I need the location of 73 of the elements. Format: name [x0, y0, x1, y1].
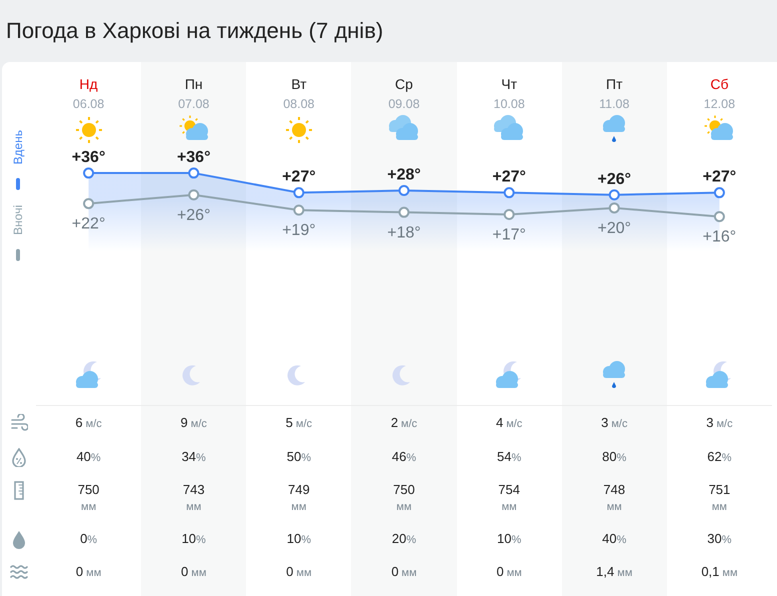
data-label: +19° [282, 222, 316, 240]
text: 40% [602, 531, 626, 546]
data-label: +28° [387, 166, 421, 184]
text: 0 мм [391, 564, 417, 579]
data-label: +36° [176, 149, 210, 166]
text: 50% [286, 449, 311, 464]
data-label: +26° [176, 206, 210, 224]
text: Вночі [11, 205, 25, 235]
data-label: +36° [72, 149, 106, 166]
text: 5 м/с [286, 415, 312, 430]
point [293, 187, 304, 198]
data-label: +18° [387, 224, 421, 242]
point [504, 208, 515, 220]
point [714, 211, 725, 222]
data-label: +27° [702, 168, 736, 186]
data-label: +16° [702, 228, 736, 246]
text: 0 мм [286, 564, 312, 579]
data-label: +17° [492, 226, 526, 244]
point [398, 184, 410, 196]
x-tick-label: Ср 09.08 [388, 76, 420, 111]
data-label: +26° [598, 170, 632, 188]
data-label: +27° [282, 168, 316, 186]
text: 1,4 мм [596, 564, 632, 579]
text: 0,1 мм [701, 564, 738, 579]
text: 62% [707, 449, 732, 464]
x-tick-label: Сб 12.08 [704, 76, 736, 111]
point [83, 198, 94, 210]
text: 0% [80, 531, 98, 546]
point [188, 168, 200, 179]
data-label: +27° [492, 168, 526, 186]
text: 34% [182, 449, 206, 464]
text: 20% [392, 531, 416, 546]
text: 4 м/с [496, 415, 522, 430]
x-tick-label: Пт 11.08 [599, 76, 630, 111]
text: Вдень [11, 130, 25, 164]
point [504, 187, 515, 198]
text: 743 мм [182, 482, 206, 515]
text: 750 мм [76, 482, 100, 515]
x-tick-label: Чт 10.08 [494, 76, 525, 111]
text: 30% [707, 531, 732, 546]
text: 754 мм [497, 482, 521, 515]
point [608, 202, 620, 214]
text: 3 м/с [601, 415, 628, 430]
text: 3 м/с [706, 415, 733, 430]
text: 0 мм [181, 564, 206, 579]
text: 748 мм [602, 482, 626, 515]
point [293, 204, 304, 216]
x-tick-label: Вт 08.08 [283, 76, 315, 111]
data-label: +22° [72, 216, 106, 233]
text: 10% [182, 531, 206, 546]
text: 0 мм [76, 564, 102, 579]
point [188, 189, 200, 200]
text: 10% [497, 531, 522, 546]
text: 0 мм [496, 564, 522, 579]
x-tick-label: Пн 07.08 [178, 76, 210, 111]
text: 80% [602, 449, 626, 464]
text: 6 м/с [75, 415, 102, 430]
text: 2 м/с [390, 415, 418, 430]
text: 750 мм [392, 482, 416, 515]
chart-title: Погода в Харкові на тиждень (7 днів) [6, 18, 384, 44]
text: 751 мм [708, 482, 732, 515]
text: 40% [76, 449, 101, 464]
text: 9 м/с [180, 415, 207, 430]
x-tick-label: Нд 06.08 [72, 76, 104, 111]
text: 10% [286, 531, 311, 546]
point [714, 187, 725, 198]
text: 54% [497, 449, 522, 464]
point [83, 168, 94, 179]
text: 46% [392, 449, 416, 464]
point [398, 206, 410, 218]
data-label: +20° [598, 220, 632, 237]
point [608, 189, 620, 200]
text: 749 мм [287, 482, 311, 515]
